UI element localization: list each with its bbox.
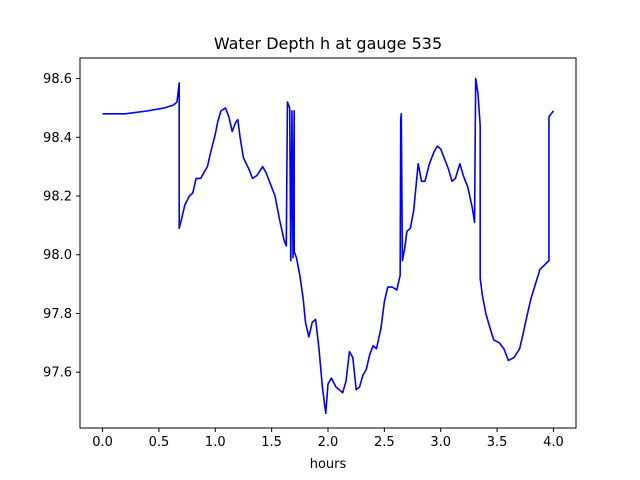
y-tick-label: 98.6 [43,72,72,87]
y-tick-label: 98.2 [43,190,72,205]
x-tick-label: 2.5 [374,435,395,450]
series-line [102,77,555,415]
plot-area [80,58,576,428]
y-tick-label: 97.6 [43,366,72,381]
y-tick-label: 98.4 [43,131,72,146]
ticks-layer: 0.0 0.5 1.0 1.5 2.0 2.5 3.0 3.5 4.0 97.6 97.8 98.0 9… [43,72,564,450]
series-layer [102,77,555,415]
chart-title: Water Depth h at gauge 535 [214,34,442,53]
x-tick-label: 3.0 [430,435,451,450]
x-tick-label: 1.0 [205,435,226,450]
x-tick-label: 3.5 [487,435,508,450]
x-tick-label: 0.5 [149,435,170,450]
y-tick-label: 97.8 [43,307,72,322]
y-tick-label: 98.0 [43,248,72,263]
axes-frame [79,57,577,429]
x-tick-label: 2.0 [318,435,339,450]
x-tick-label: 4.0 [543,435,564,450]
x-tick-label: 1.5 [261,435,282,450]
x-axis-label: hours [310,457,347,472]
x-tick-label: 0.0 [92,435,113,450]
